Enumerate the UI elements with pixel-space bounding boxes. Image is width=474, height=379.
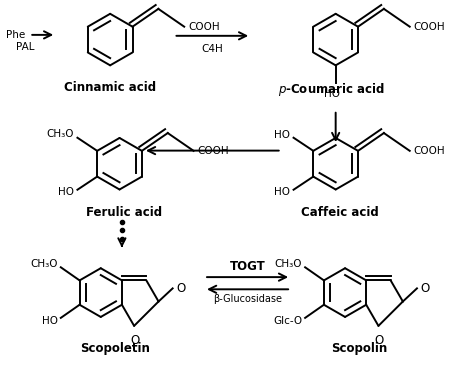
- Text: HO: HO: [42, 316, 58, 326]
- Text: Scopoletin: Scopoletin: [80, 342, 150, 355]
- Text: HO: HO: [274, 187, 290, 197]
- Text: O: O: [421, 282, 430, 295]
- Text: HO: HO: [58, 187, 73, 197]
- Text: Caffeic acid: Caffeic acid: [301, 206, 379, 219]
- Text: Scopolin: Scopolin: [331, 342, 387, 355]
- Text: CH₃O: CH₃O: [46, 129, 73, 139]
- Text: Phe: Phe: [6, 30, 25, 40]
- Text: COOH: COOH: [188, 22, 219, 32]
- Text: Glc-O: Glc-O: [273, 316, 302, 326]
- Text: TOGT: TOGT: [229, 260, 265, 273]
- Text: HO: HO: [324, 89, 340, 99]
- Text: COOH: COOH: [197, 146, 229, 156]
- Text: HO: HO: [274, 130, 290, 140]
- Text: O: O: [130, 334, 140, 347]
- Text: Ferulic acid: Ferulic acid: [86, 206, 162, 219]
- Text: Cinnamic acid: Cinnamic acid: [64, 81, 156, 94]
- Text: O: O: [375, 334, 384, 347]
- Text: COOH: COOH: [413, 22, 445, 32]
- Text: COOH: COOH: [413, 146, 445, 156]
- Text: β-Glucosidase: β-Glucosidase: [213, 293, 282, 304]
- Text: CH₃O: CH₃O: [30, 259, 58, 269]
- Text: CH₃O: CH₃O: [275, 259, 302, 269]
- Text: O: O: [176, 282, 186, 295]
- Text: PAL: PAL: [16, 42, 35, 52]
- Text: $\it{p}$-Coumaric acid: $\it{p}$-Coumaric acid: [278, 81, 384, 98]
- Text: C4H: C4H: [202, 44, 223, 54]
